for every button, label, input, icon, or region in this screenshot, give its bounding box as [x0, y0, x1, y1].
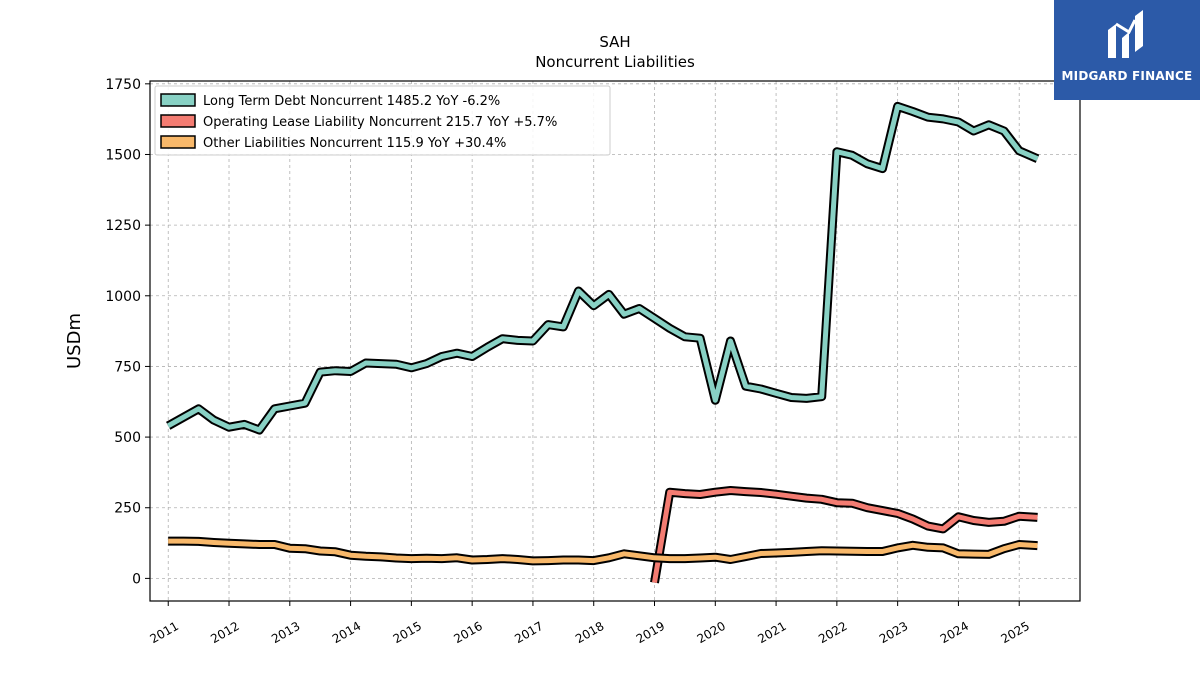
x-tick-label: 2017 [512, 619, 545, 646]
x-tick-label: 2016 [451, 619, 484, 646]
y-tick-label: 1250 [105, 218, 141, 234]
x-tick-label: 2022 [816, 619, 849, 646]
chart-subtitle: Noncurrent Liabilities [535, 53, 695, 71]
y-tick-label: 1750 [105, 77, 141, 93]
x-tick-label: 2024 [938, 619, 971, 646]
logo-text: MIDGARD FINANCE [1061, 69, 1193, 83]
y-tick-label: 500 [114, 430, 141, 446]
x-tick-label: 2025 [998, 619, 1031, 646]
grid [150, 81, 1080, 601]
series-line-0 [166, 103, 1039, 433]
x-tick-label: 2018 [573, 619, 606, 646]
y-axis-label: USDm [64, 313, 85, 369]
legend-label-long-term-debt: Long Term Debt Noncurrent 1485.2 YoY -6.… [203, 94, 500, 109]
x-tick-label: 2013 [269, 619, 302, 646]
legend-box [154, 85, 611, 156]
x-axis: 2011 2012 2013 2014 2015 2016 2017 2018 2019 2020… [148, 601, 1032, 646]
y-tick-label: 0 [132, 571, 141, 587]
legend-label-other-liabilities: Other Liabilities Noncurrent 115.9 YoY +… [203, 136, 506, 151]
x-tick-label: 2015 [391, 619, 424, 646]
legend: Long Term Debt Noncurrent 1485.2 YoY -6.… [154, 85, 611, 156]
x-tick-label: 2012 [208, 619, 241, 646]
chart-title: SAH [599, 33, 630, 51]
legend-label-operating-lease: Operating Lease Liability Noncurrent 215… [203, 115, 557, 130]
y-tick-label: 1500 [105, 147, 141, 163]
x-tick-label: 2020 [695, 619, 728, 646]
y-tick-label: 750 [114, 359, 141, 375]
x-tick-label: 2014 [330, 619, 363, 646]
x-tick-label: 2011 [148, 619, 181, 646]
legend-swatch-long-term-debt [160, 93, 196, 107]
series-layer [166, 101, 1040, 584]
x-tick-label: 2021 [755, 619, 788, 646]
y-tick-label: 250 [114, 501, 141, 517]
legend-swatch-operating-lease [160, 114, 196, 128]
plot-frame [149, 80, 1081, 602]
x-tick-label: 2023 [877, 619, 910, 646]
series-line-2 [168, 538, 1038, 564]
logo-badge: MIDGARD FINANCE [1054, 0, 1200, 100]
y-axis: 0 250 500 750 1000 1250 1500 1750 [105, 77, 150, 587]
legend-swatch-other-liabilities [160, 135, 196, 149]
logo-mark-icon [1108, 10, 1143, 58]
y-tick-label: 1000 [105, 289, 141, 305]
x-tick-label: 2019 [634, 619, 667, 646]
series-line-1 [652, 488, 1038, 584]
